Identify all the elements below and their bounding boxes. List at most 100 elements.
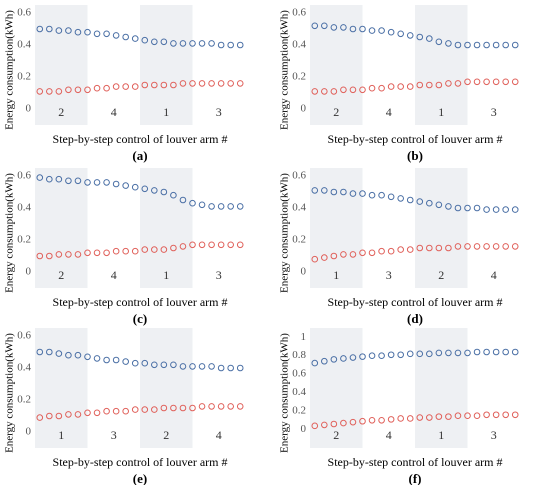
marker — [492, 348, 500, 356]
marker — [330, 356, 338, 363]
marker — [170, 191, 177, 199]
marker — [208, 80, 215, 87]
marker — [330, 24, 338, 31]
marker — [93, 179, 101, 186]
marker — [198, 363, 206, 370]
marker — [511, 348, 519, 356]
marker — [340, 188, 347, 196]
x-axis-label: Step-by-step control of louver arm # — [328, 132, 503, 146]
marker — [502, 243, 509, 250]
marker — [454, 412, 462, 419]
marker — [406, 32, 414, 39]
marker — [445, 349, 452, 357]
marker — [426, 199, 433, 207]
panel-label: (b) — [407, 148, 423, 163]
y-tick-label: 0.8 — [292, 349, 306, 361]
marker — [368, 27, 376, 34]
marker — [368, 417, 376, 424]
marker — [483, 78, 490, 86]
y-tick-label: 0.2 — [17, 394, 31, 406]
category-label: 3 — [386, 268, 392, 282]
marker — [464, 412, 471, 419]
y-tick-label: 0 — [301, 423, 307, 435]
marker — [340, 86, 347, 94]
marker — [112, 180, 120, 188]
marker — [236, 364, 244, 372]
marker — [502, 348, 509, 356]
marker — [74, 177, 82, 185]
marker — [131, 83, 139, 90]
y-tick-label: 0.6 — [292, 170, 306, 182]
y-tick-label: 0.2 — [17, 234, 31, 246]
marker — [189, 363, 196, 370]
y-axis-label: Energy consumption(kWh) — [279, 333, 291, 453]
marker — [103, 249, 110, 257]
category-label: 3 — [491, 428, 497, 442]
marker — [36, 174, 44, 181]
marker — [189, 199, 196, 207]
marker — [426, 350, 433, 358]
y-axis-label: Energy consumption(kWh) — [4, 173, 16, 293]
category-label: 1 — [58, 428, 64, 442]
marker — [217, 41, 225, 49]
marker — [511, 78, 519, 86]
category-label: 3 — [216, 268, 222, 282]
marker — [227, 364, 234, 372]
marker — [426, 35, 433, 42]
marker — [349, 190, 357, 197]
y-tick-label: 0.2 — [292, 405, 306, 417]
marker — [416, 81, 424, 89]
marker — [93, 409, 101, 417]
band — [415, 168, 468, 288]
marker — [473, 41, 481, 49]
marker — [349, 251, 357, 258]
marker — [208, 203, 215, 210]
y-tick-label: 0.6 — [17, 7, 31, 19]
marker — [160, 246, 168, 253]
marker — [454, 349, 462, 357]
marker — [492, 78, 500, 86]
marker — [349, 418, 357, 426]
marker — [473, 348, 481, 356]
band — [140, 328, 193, 448]
category-label: 4 — [386, 428, 392, 442]
marker — [397, 246, 404, 253]
marker — [122, 182, 129, 189]
marker — [189, 404, 196, 412]
marker — [65, 351, 72, 359]
category-label: 1 — [438, 428, 444, 442]
category-label: 3 — [216, 105, 222, 119]
marker — [103, 356, 110, 364]
marker — [103, 84, 110, 92]
marker — [36, 25, 44, 33]
marker — [359, 249, 366, 257]
marker — [198, 201, 206, 209]
marker — [74, 411, 82, 418]
panel-label: (a) — [132, 148, 147, 163]
marker — [122, 358, 129, 365]
category-label: 4 — [216, 428, 222, 442]
marker — [406, 83, 414, 90]
marker — [227, 41, 234, 49]
marker — [103, 407, 110, 415]
marker — [151, 38, 158, 46]
marker — [435, 244, 443, 252]
marker — [227, 203, 234, 210]
panel-label: (d) — [407, 311, 423, 326]
marker — [445, 203, 452, 210]
marker — [511, 206, 519, 213]
marker — [36, 348, 44, 356]
marker — [511, 411, 519, 419]
marker — [84, 409, 91, 417]
y-axis-label: Energy consumption(kWh) — [279, 10, 291, 130]
marker — [321, 22, 328, 30]
band — [310, 5, 363, 125]
category-label: 4 — [386, 105, 392, 119]
y-tick-label: 0.4 — [17, 39, 31, 51]
marker — [464, 41, 471, 49]
band — [35, 5, 88, 125]
marker — [378, 417, 385, 424]
category-label: 2 — [58, 268, 64, 282]
y-tick-label: 1 — [301, 331, 307, 343]
